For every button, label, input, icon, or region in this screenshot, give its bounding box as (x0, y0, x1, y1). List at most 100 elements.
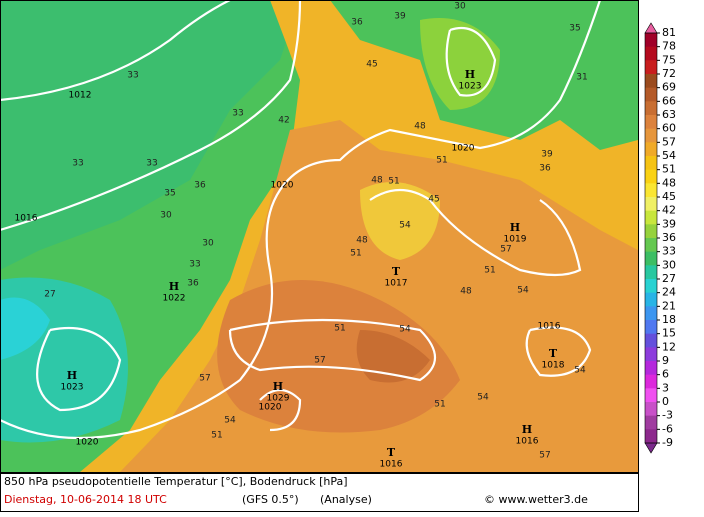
contour-label: 51 (350, 249, 361, 259)
zone-lightgreen (420, 18, 500, 110)
contour-label: 48 (371, 176, 383, 186)
colorbar-tick-label: 75 (662, 53, 676, 66)
colorbar-segment (645, 224, 657, 239)
colorbar-tick-label: 78 (662, 40, 676, 53)
pressure-symbol: H (510, 221, 520, 234)
footer-date: Dienstag, 10-06-2014 18 UTC (4, 493, 167, 506)
pressure-symbol: H (465, 68, 475, 81)
colorbar-segment (645, 279, 657, 294)
colorbar-segment (645, 361, 657, 376)
contour-label: 35 (569, 24, 580, 34)
contour-label: 33 (72, 159, 83, 169)
colorbar-tick-label: 48 (662, 176, 676, 189)
pressure-symbol: T (387, 446, 396, 459)
pressure-value: 1018 (542, 361, 565, 371)
pressure-symbol: H (273, 380, 283, 393)
contour-label: 54 (399, 325, 411, 335)
contour-label: 57 (314, 356, 325, 366)
footer-run: (Analyse) (320, 493, 372, 506)
contour-label: 51 (388, 177, 399, 187)
colorbar-segment (645, 142, 657, 157)
colorbar-segment (645, 101, 657, 116)
colorbar-tick-label: 69 (662, 81, 676, 94)
colorbar-tick-label: 33 (662, 245, 676, 258)
colorbar-segment (645, 374, 657, 389)
isobar-label: 1012 (69, 91, 92, 101)
colorbar-tick-label: 42 (662, 204, 676, 217)
colorbar: 8178757269666360575451484542393633302724… (644, 22, 676, 454)
contour-label: 45 (428, 195, 439, 205)
pressure-value: 1016 (516, 437, 539, 447)
colorbar-segment (645, 347, 657, 362)
footer-copyright: © www.wetter3.de (484, 493, 588, 506)
isobar-label: 1016 (15, 214, 38, 224)
colorbar-tick-label: 0 (662, 395, 669, 408)
isobar-label: 1020 (259, 403, 282, 413)
colorbar-segment (645, 333, 657, 348)
pressure-value: 1022 (163, 294, 186, 304)
contour-label: 33 (146, 159, 157, 169)
colorbar-segment (645, 169, 657, 184)
colorbar-segment (645, 197, 657, 212)
contour-label: 45 (366, 60, 377, 70)
contour-label: 57 (500, 245, 511, 255)
contour-label: 51 (211, 431, 222, 441)
pressure-value: 1023 (459, 82, 482, 92)
colorbar-tick-label: 36 (662, 231, 676, 244)
zone-cyan (0, 297, 50, 360)
pressure-value: 1029 (267, 394, 290, 404)
colorbar-tick-label: 12 (662, 340, 676, 353)
colorbar-segment (645, 429, 657, 444)
colorbar-segment (645, 46, 657, 61)
pressure-value: 1016 (380, 460, 403, 470)
contour-label: 33 (232, 109, 243, 119)
pressure-symbol: H (169, 280, 179, 293)
colorbar-segment (645, 402, 657, 417)
colorbar-segment (645, 415, 657, 430)
pressure-value: 1023 (61, 383, 84, 393)
pressure-value: 1019 (504, 235, 527, 245)
pressure-symbol: H (67, 369, 77, 382)
contour-label: 54 (517, 286, 529, 296)
contour-label: 51 (334, 324, 345, 334)
colorbar-tick-label: 66 (662, 94, 676, 107)
contour-label: 48 (356, 236, 368, 246)
isobars (0, 0, 602, 440)
contour-label: 31 (576, 73, 587, 83)
colorbar-segment (645, 33, 657, 48)
isobar-label: 1016 (538, 322, 561, 332)
colorbar-tick-label: 39 (662, 217, 676, 230)
colorbar-tick-label: 21 (662, 299, 676, 312)
colorbar-segment (645, 306, 657, 321)
contour-label: 54 (574, 366, 586, 376)
contour-label: 36 (194, 181, 206, 191)
colorbar-tick-label: 24 (662, 286, 676, 299)
colorbar-tick-label: 63 (662, 108, 676, 121)
zone-hot (356, 330, 430, 383)
colorbar-bottom-tip (644, 442, 658, 454)
zone-green (0, 0, 300, 270)
contour-label: 48 (414, 122, 426, 132)
contour-label: 51 (436, 156, 447, 166)
contour-label: 33 (127, 71, 138, 81)
colorbar-segment (645, 74, 657, 89)
colorbar-segment (645, 128, 657, 143)
colorbar-segment (645, 210, 657, 225)
colorbar-tick-label: 45 (662, 190, 676, 203)
colorbar-segment (645, 251, 657, 266)
contour-label: 51 (484, 266, 495, 276)
contour-label: 54 (224, 416, 236, 426)
colorbar-segment (645, 292, 657, 307)
contour-label: 39 (394, 12, 406, 22)
contour-label: 36 (539, 164, 551, 174)
contour-label: 51 (434, 400, 445, 410)
contour-label: 54 (399, 221, 411, 231)
isobar-label: 1020 (452, 144, 475, 154)
colorbar-tick-label: 18 (662, 313, 676, 326)
contour-label: 57 (539, 451, 550, 461)
colorbar-tick-label: 60 (662, 122, 676, 135)
colorbar-segment (645, 87, 657, 102)
contour-label: 42 (278, 116, 289, 126)
zone-cooler (360, 182, 440, 260)
